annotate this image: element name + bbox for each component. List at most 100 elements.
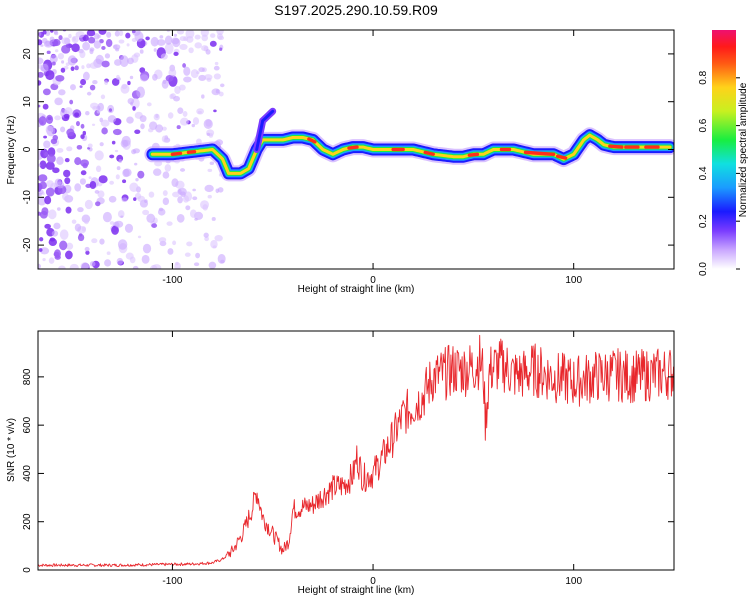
noise-speckle xyxy=(133,52,141,58)
noise-speckle xyxy=(132,265,139,269)
x-tick-label: -100 xyxy=(162,275,182,286)
noise-speckle xyxy=(63,65,69,70)
noise-speckle xyxy=(82,130,87,136)
x-tick-label: 0 xyxy=(370,576,376,587)
noise-speckle xyxy=(91,238,98,244)
noise-speckle xyxy=(38,192,43,197)
noise-speckle xyxy=(114,149,119,153)
noise-speckle xyxy=(106,251,111,256)
snr-xlabel: Height of straight line (km) xyxy=(298,585,415,596)
noise-speckle xyxy=(80,134,85,140)
noise-speckle xyxy=(85,250,90,255)
noise-speckle xyxy=(118,30,124,37)
noise-speckle xyxy=(171,37,180,45)
noise-speckle xyxy=(205,49,211,55)
noise-speckle xyxy=(47,147,56,157)
colorbar-tick-label: 0.0 xyxy=(698,262,709,276)
noise-speckle xyxy=(38,104,41,108)
noise-speckle xyxy=(83,218,90,225)
y-tick-label: 800 xyxy=(22,368,33,385)
noise-speckle xyxy=(206,77,212,82)
noise-speckle xyxy=(173,95,180,102)
ridge-hotspot xyxy=(186,149,197,155)
noise-speckle xyxy=(53,251,60,257)
noise-speckle xyxy=(177,30,185,35)
noise-speckle xyxy=(100,94,106,100)
noise-speckle-layer xyxy=(38,30,226,269)
noise-speckle xyxy=(53,222,61,230)
noise-speckle xyxy=(74,157,82,166)
noise-speckle xyxy=(161,80,169,89)
noise-speckle xyxy=(122,179,127,184)
noise-speckle xyxy=(131,37,137,42)
ridge-hotspot xyxy=(467,152,480,157)
noise-speckle xyxy=(153,113,160,121)
noise-speckle xyxy=(173,51,179,57)
noise-speckle xyxy=(173,33,178,37)
noise-speckle xyxy=(45,161,55,170)
spectrogram-ylabel: Frequency (Hz) xyxy=(6,116,17,185)
noise-speckle xyxy=(122,168,130,178)
noise-speckle xyxy=(38,248,43,252)
noise-speckle xyxy=(38,263,41,269)
noise-speckle xyxy=(137,235,142,239)
noise-speckle xyxy=(191,123,196,128)
noise-speckle xyxy=(159,35,164,39)
noise-speckle xyxy=(99,142,104,147)
noise-speckle xyxy=(134,129,141,134)
noise-speckle xyxy=(74,65,79,71)
noise-speckle xyxy=(162,126,167,131)
noise-speckle xyxy=(177,196,183,204)
figure-title: S197.2025.290.10.59.R09 xyxy=(274,2,438,18)
noise-speckle xyxy=(137,170,145,179)
noise-speckle xyxy=(216,30,224,36)
noise-speckle xyxy=(39,160,47,170)
noise-speckle xyxy=(66,146,73,152)
noise-speckle xyxy=(91,123,96,126)
noise-speckle xyxy=(198,67,205,73)
noise-speckle xyxy=(162,171,170,179)
noise-speckle xyxy=(69,99,74,105)
noise-speckle xyxy=(219,47,223,51)
noise-speckle xyxy=(126,43,130,47)
colorbar-tick-label: 0.8 xyxy=(698,70,709,84)
noise-speckle xyxy=(70,84,76,91)
noise-speckle xyxy=(114,220,124,228)
noise-speckle xyxy=(39,181,48,190)
y-tick-label: -20 xyxy=(22,237,33,252)
noise-speckle xyxy=(46,50,51,55)
noise-speckle xyxy=(43,140,51,149)
noise-speckle xyxy=(80,262,89,269)
noise-speckle xyxy=(89,180,97,190)
noise-speckle xyxy=(142,243,152,254)
snr-frame xyxy=(37,330,675,571)
noise-speckle xyxy=(48,238,57,247)
noise-speckle xyxy=(98,30,107,35)
ridge-band xyxy=(150,133,672,175)
noise-speckle xyxy=(100,119,110,127)
noise-speckle xyxy=(38,31,42,37)
noise-speckle xyxy=(211,88,221,96)
noise-speckle xyxy=(60,126,66,133)
noise-speckle xyxy=(54,49,59,53)
noise-speckle xyxy=(213,109,217,113)
noise-speckle xyxy=(45,30,51,37)
noise-speckle xyxy=(89,84,96,91)
noise-speckle xyxy=(101,127,108,135)
y-tick-label: -10 xyxy=(22,190,33,205)
noise-speckle xyxy=(40,63,49,73)
noise-speckle xyxy=(81,226,87,232)
noise-speckle xyxy=(116,257,124,265)
noise-speckle xyxy=(182,110,188,117)
noise-speckle xyxy=(101,60,110,68)
noise-speckle xyxy=(56,147,64,153)
noise-speckle xyxy=(71,43,80,53)
noise-speckle xyxy=(45,40,51,47)
noise-speckle xyxy=(160,53,168,60)
noise-speckle xyxy=(74,112,80,118)
ridge-hotspot xyxy=(347,145,359,150)
noise-speckle xyxy=(214,61,219,66)
snr-ylabel: SNR (10 * v/v) xyxy=(6,418,17,482)
spectral-ridge xyxy=(144,107,674,182)
